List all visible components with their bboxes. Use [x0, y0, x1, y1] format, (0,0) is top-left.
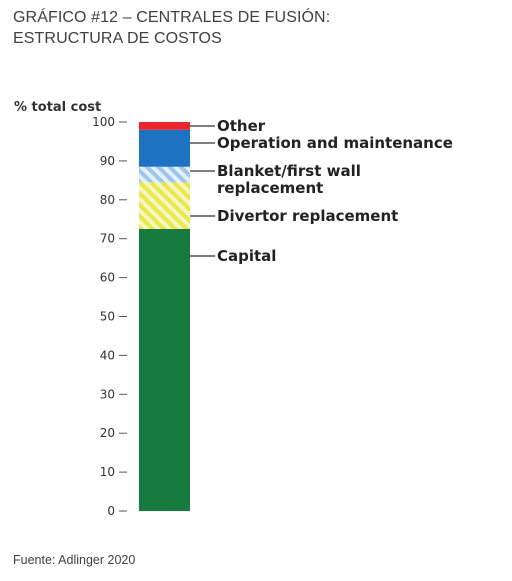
bar-segment-blanket-first-wall-replacement [139, 166, 190, 183]
chart-title-line-2: ESTRUCTURA DE COSTOS [13, 30, 222, 47]
bar-segment-capital [139, 228, 190, 511]
y-tick-label: 30 [100, 387, 115, 401]
y-tick-label: 50 [100, 310, 115, 324]
y-tick-label: 80 [100, 193, 115, 207]
y-tick-label: 20 [100, 426, 115, 440]
y-tick-label: 10 [100, 465, 115, 479]
y-axis-label: % total cost [14, 100, 101, 115]
bar-segment-other [139, 122, 190, 130]
bar-segment-divertor-replacement [139, 182, 190, 229]
y-tick-label: 100 [92, 115, 115, 129]
bar-segment-operation-and-maintenance [139, 129, 190, 167]
y-axis-ticks: 0 10 20 30 40 50 60 70 80 90 100 [92, 115, 127, 518]
segment-labels: Capital Divertor replacement Blanket/first… [190, 117, 453, 265]
segment-label: replacement [217, 179, 323, 197]
y-tick-label: 90 [100, 154, 115, 168]
y-tick-label: 60 [100, 271, 115, 285]
y-tick-label: 0 [107, 504, 115, 518]
stacked-bar [139, 122, 190, 511]
y-tick-label: 40 [100, 348, 115, 362]
segment-label: Operation and maintenance [217, 134, 453, 152]
segment-label: Capital [217, 247, 276, 265]
chart-title: GRÁFICO #12 – CENTRALES DE FUSIÓN: ESTRU… [13, 7, 330, 49]
chart-title-line-1: GRÁFICO #12 – CENTRALES DE FUSIÓN: [13, 9, 331, 26]
y-tick-label: 70 [100, 232, 115, 246]
source-note: Fuente: Adlinger 2020 [13, 553, 136, 567]
segment-label: Other [217, 117, 266, 135]
segment-label: Divertor replacement [217, 207, 398, 225]
segment-label: Blanket/first wall [217, 162, 361, 180]
